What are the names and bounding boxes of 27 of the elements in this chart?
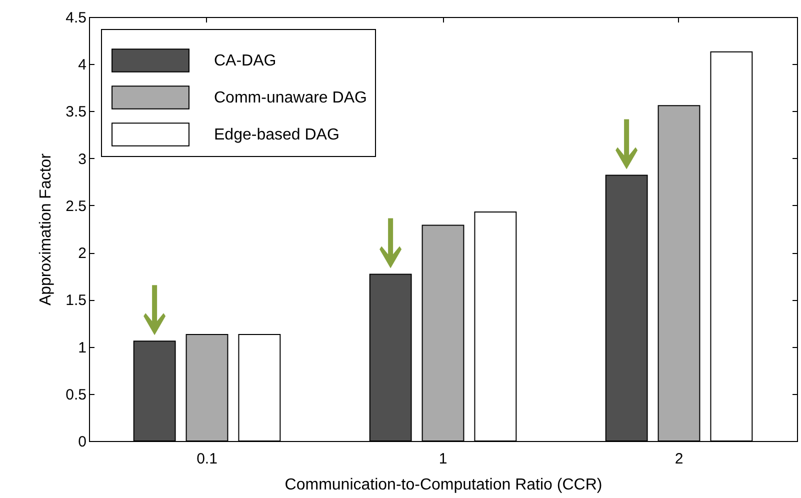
y-tick-label: 3.5: [66, 104, 86, 121]
legend-label: Edge-based DAG: [214, 126, 340, 144]
legend-label: CA-DAG: [214, 52, 276, 70]
y-tick-label: 1.5: [66, 292, 86, 310]
bar: [186, 334, 228, 442]
bar: [238, 334, 281, 442]
x-tick-label: 1: [438, 450, 448, 468]
legend-label: Comm-unaware DAG: [214, 90, 367, 106]
bar: [474, 212, 517, 442]
y-tick-label: 0.5: [66, 386, 86, 404]
bar: [658, 105, 700, 442]
y-tick-label: 4.5: [66, 10, 86, 26]
y-tick-label: 4: [78, 56, 86, 74]
y-tick-label: 3: [78, 150, 86, 168]
x-tick-label: 0.1: [196, 450, 218, 468]
bar: [369, 274, 412, 442]
x-axis-title: Communication-to-Computation Ratio (CCR): [284, 476, 602, 494]
bar: [605, 174, 648, 442]
y-tick-label: 0: [78, 434, 86, 450]
bar: [422, 224, 464, 442]
y-tick-label: 2.5: [66, 198, 86, 215]
x-tick-label: 2: [674, 450, 684, 468]
y-axis-title: Approximation Factor: [38, 152, 55, 306]
bar: [710, 51, 753, 442]
y-tick-label: 1: [78, 339, 86, 356]
y-tick-label: 2: [78, 245, 86, 262]
bar: [133, 340, 176, 442]
